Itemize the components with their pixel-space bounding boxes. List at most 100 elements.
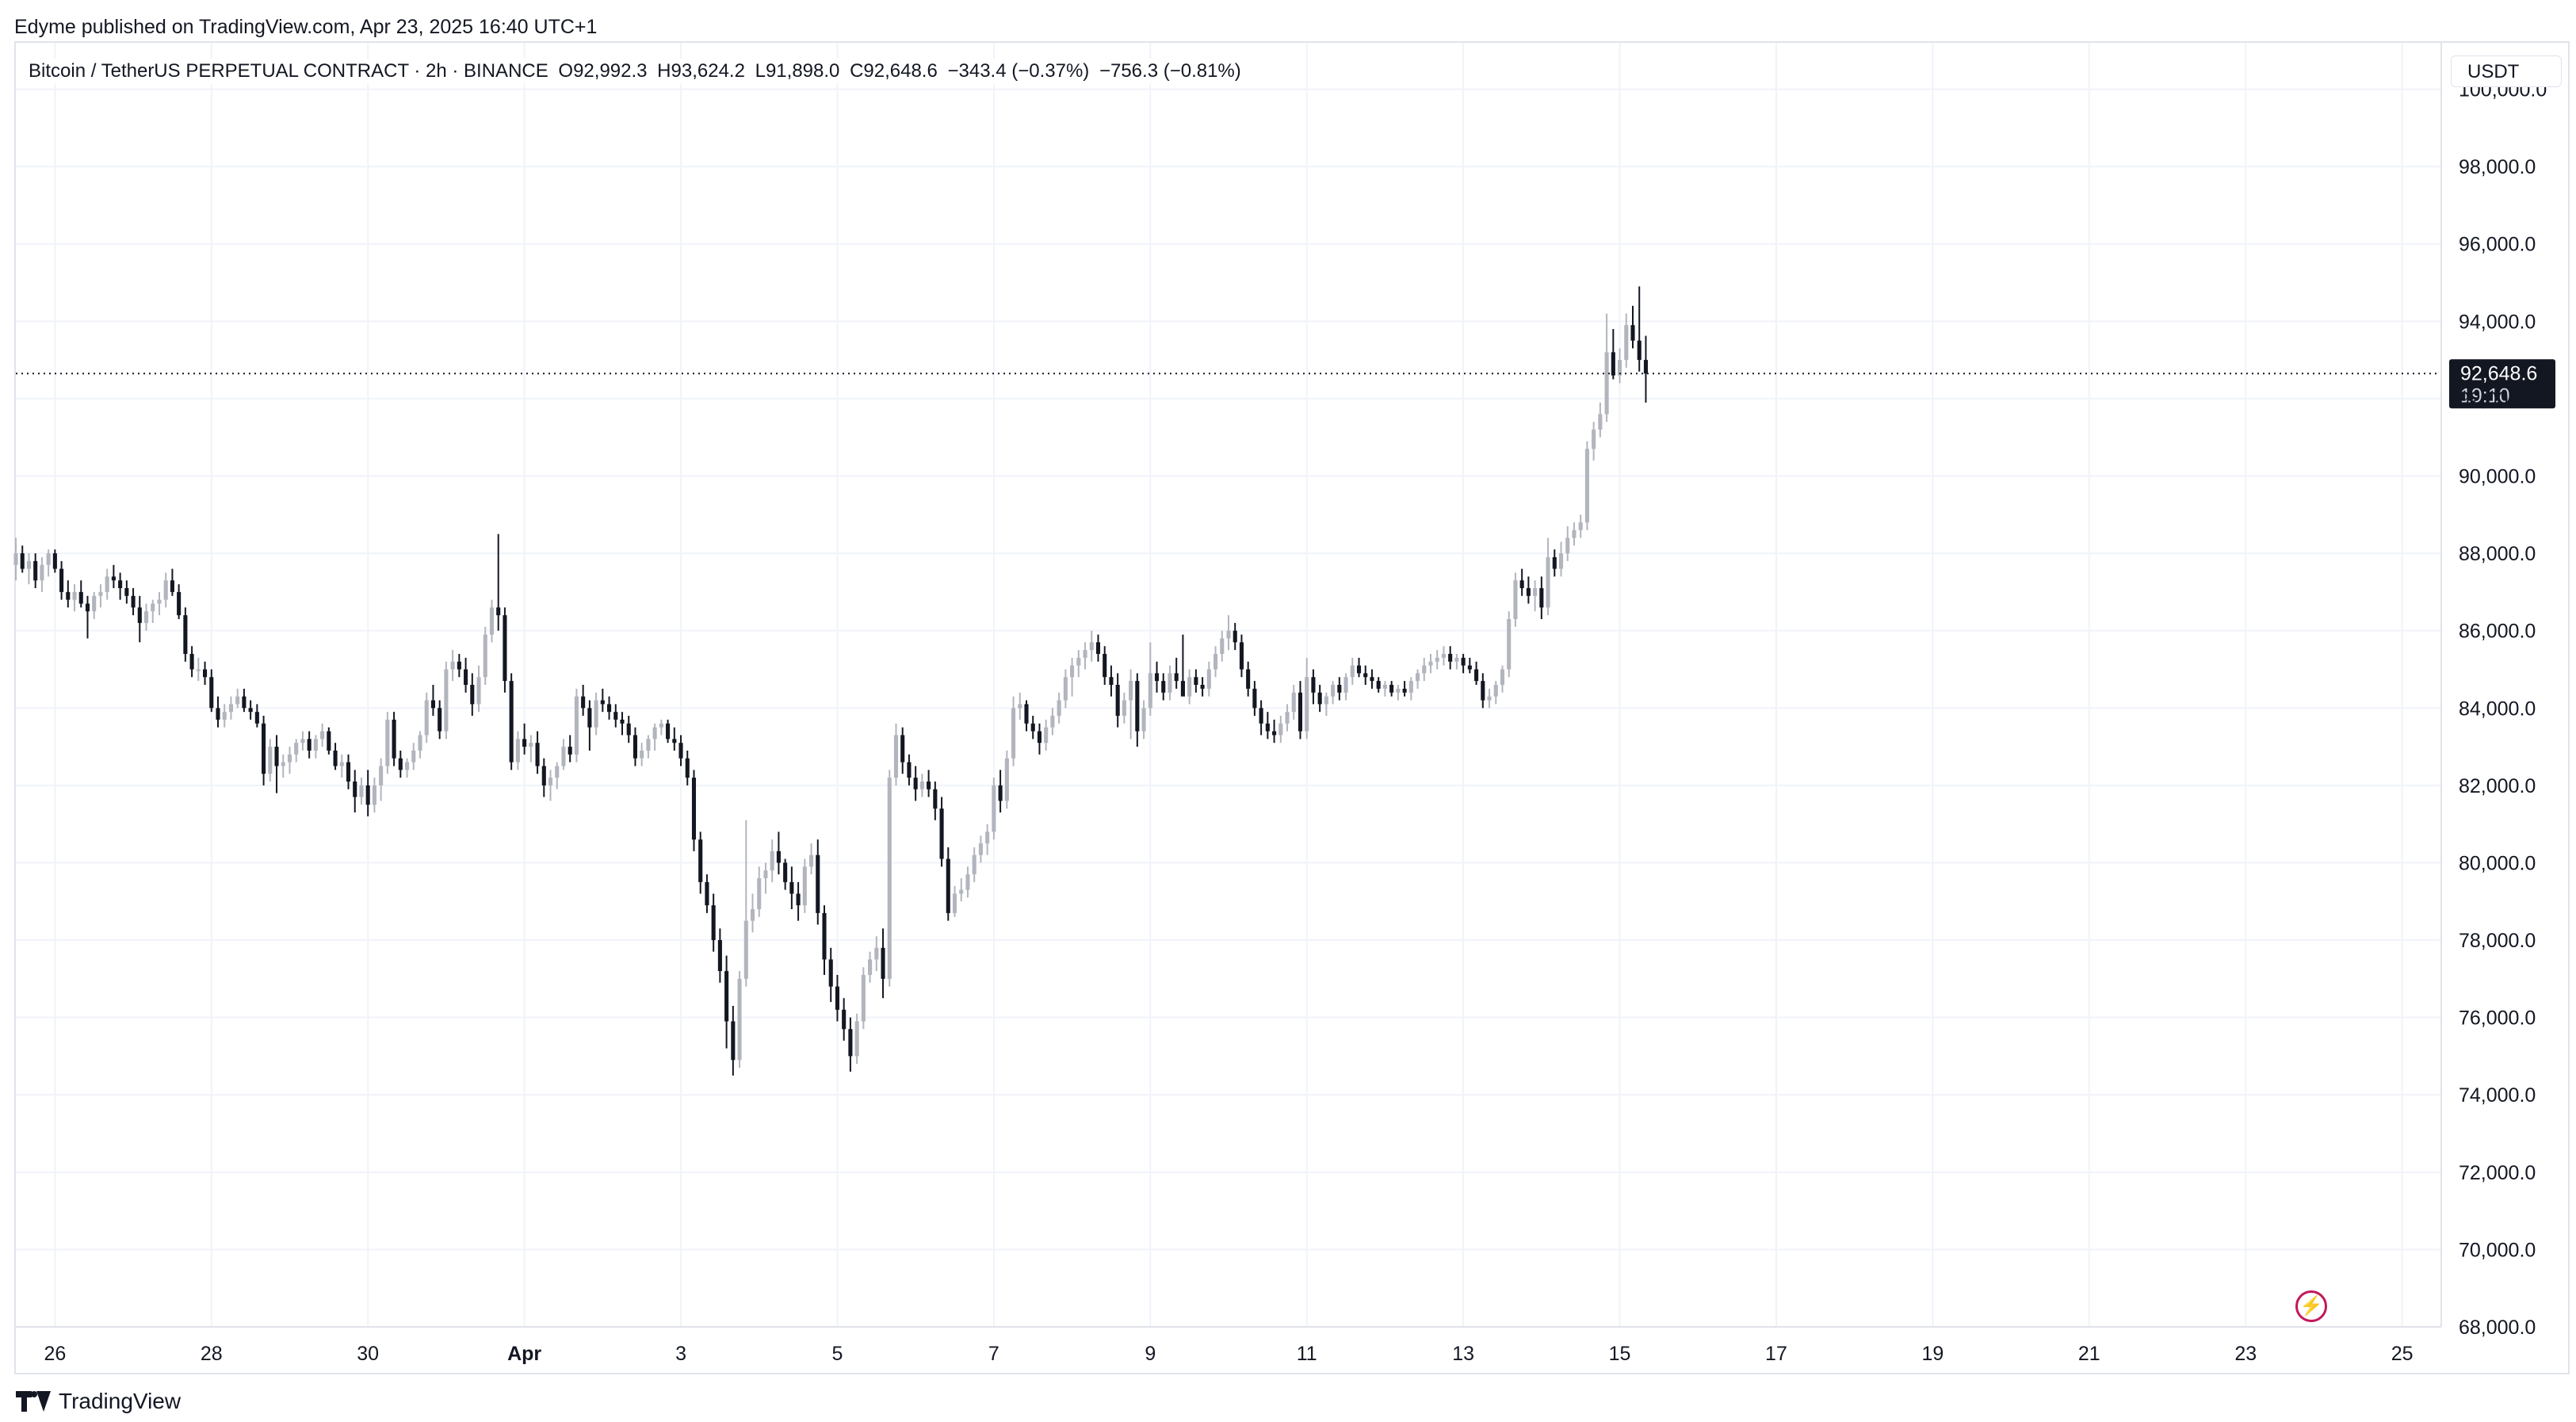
candle (72, 584, 77, 612)
candle-body (1154, 673, 1160, 682)
candle-body (1572, 529, 1577, 538)
candle (1441, 646, 1447, 666)
candle-body (893, 735, 899, 778)
candle-body (613, 712, 618, 720)
candle (228, 696, 234, 720)
candle-body (242, 696, 247, 709)
candle-body (72, 591, 77, 600)
candle (385, 712, 390, 774)
candle-body (1050, 716, 1055, 728)
candle-body (496, 607, 501, 616)
candle (587, 700, 592, 751)
candle-body (13, 553, 18, 565)
candle-body (46, 553, 51, 565)
candle-body (1533, 588, 1538, 596)
candle (985, 824, 990, 855)
candle (1206, 661, 1211, 697)
candle-body (1565, 537, 1570, 554)
x-tick-label: 30 (357, 1343, 379, 1365)
candle (476, 665, 481, 713)
candle (1037, 723, 1042, 755)
candle-body (652, 727, 657, 740)
candle-body (515, 739, 520, 763)
candle (1194, 669, 1198, 693)
candle-body (1474, 669, 1479, 682)
candle (1057, 692, 1061, 724)
candle (913, 766, 918, 801)
candle (743, 820, 748, 987)
candle-body (111, 576, 116, 581)
candle-body (705, 881, 709, 906)
x-tick-label: 17 (1765, 1343, 1787, 1365)
candle-body (939, 808, 944, 859)
y-tick-label: 68,000.0 (2459, 1317, 2536, 1339)
candle-body (320, 731, 325, 740)
candle (1402, 681, 1407, 697)
time-axis[interactable]: 26 28 30 Apr 3 5 7 9 11 13 15 17 19 21 23 25 (16, 1326, 2441, 1365)
candle-body (1129, 681, 1133, 701)
candle-body (529, 743, 533, 747)
tradingview-logo[interactable]: TradingView (16, 1386, 181, 1417)
candle-body (92, 595, 97, 612)
last-price-badge (2449, 359, 2555, 409)
candle (1291, 685, 1296, 720)
candle-body (672, 739, 677, 743)
candle (339, 754, 344, 778)
candle (1187, 669, 1192, 705)
lightning-bolt-icon[interactable]: ⚡ (2295, 1290, 2327, 1322)
candle-body (202, 669, 208, 678)
candle (822, 905, 827, 975)
candle-body (450, 661, 455, 670)
currency-selector[interactable]: USDT (2451, 55, 2562, 87)
y-tick-label: 82,000.0 (2459, 775, 2536, 797)
candle (327, 727, 331, 755)
candle (1180, 634, 1185, 697)
candle (111, 564, 116, 589)
candle-body (522, 739, 527, 747)
candle-body (1428, 661, 1433, 666)
candle-body (1115, 685, 1120, 717)
candle-body (737, 978, 742, 1061)
candle (13, 537, 18, 581)
candle (248, 700, 253, 720)
symbol-legend[interactable]: Bitcoin / TetherUS PERPETUAL CONTRACT · … (29, 59, 1246, 84)
candle (998, 770, 1003, 813)
candle-body (848, 1029, 853, 1057)
candle (1487, 688, 1492, 709)
candle-body (1141, 708, 1146, 732)
candle (1063, 669, 1068, 709)
candle-body (1422, 665, 1427, 674)
candle-body (600, 700, 605, 705)
candle-body (711, 905, 716, 941)
candle-body (1024, 704, 1029, 724)
candle-body (1337, 685, 1342, 693)
candle-body (1507, 619, 1512, 670)
candle-body (1311, 677, 1316, 693)
candle-body (750, 909, 755, 921)
candle (1129, 669, 1133, 740)
candle (574, 688, 579, 763)
candle-body (1233, 630, 1237, 643)
legend-open: O92,992.3 (558, 60, 648, 82)
candle-body (1278, 723, 1283, 736)
candle (131, 588, 136, 616)
candle (646, 735, 651, 759)
candle (444, 661, 449, 740)
candle (613, 704, 618, 728)
candle (1624, 313, 1629, 368)
y-tick-label: 96,000.0 (2459, 234, 2536, 256)
y-tick-label: 88,000.0 (2459, 543, 2536, 565)
candle-body (581, 696, 586, 709)
candle (1481, 673, 1485, 709)
candle (581, 685, 586, 717)
price-axis[interactable]: 100,000.098,000.096,000.094,000.092,000.… (2440, 43, 2547, 1339)
candle-body (124, 588, 129, 596)
candle-body (1592, 429, 1596, 449)
candle (124, 580, 129, 604)
candle (1272, 719, 1277, 743)
candle (59, 560, 64, 600)
candle-body (151, 603, 155, 612)
candle-body (535, 743, 540, 766)
candle-body (1558, 553, 1564, 569)
